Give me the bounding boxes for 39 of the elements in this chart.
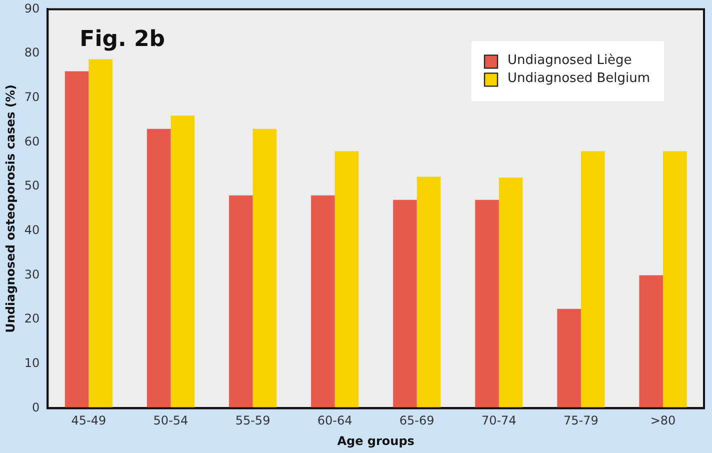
y-tick-label: 30 xyxy=(24,267,40,282)
bar xyxy=(475,200,499,408)
x-tick-label: 50-54 xyxy=(153,414,188,428)
y-tick-label: 0 xyxy=(32,400,40,414)
x-tick-label: 45-49 xyxy=(71,414,106,428)
y-tick-label: 60 xyxy=(24,134,40,148)
y-tick-label: 50 xyxy=(24,178,40,193)
y-tick-label: 90 xyxy=(24,1,40,16)
y-tick-label: 40 xyxy=(24,222,40,237)
bar xyxy=(146,128,171,408)
bar xyxy=(334,151,359,408)
bar xyxy=(662,151,687,408)
x-tick-label: 65-69 xyxy=(399,414,434,428)
bar xyxy=(252,128,277,408)
bar xyxy=(311,195,335,408)
legend-label: Undiagnosed Belgium xyxy=(508,71,650,86)
bar xyxy=(416,176,441,408)
bar xyxy=(228,195,253,408)
x-axis-title: Age groups xyxy=(337,434,414,448)
legend-label: Undiagnosed Liège xyxy=(508,53,632,68)
y-tick-label: 10 xyxy=(24,356,40,370)
bar xyxy=(580,151,605,408)
y-tick-label: 80 xyxy=(24,46,40,60)
bar xyxy=(498,178,523,408)
y-axis-title: Undiagnosed osteoporosis cases (%) xyxy=(3,84,18,333)
annotation: Fig. 2b xyxy=(80,26,166,52)
x-tick-label: 55-59 xyxy=(235,414,270,428)
x-tick-label: 75-79 xyxy=(564,414,598,428)
y-tick-label: 70 xyxy=(24,90,40,104)
bar xyxy=(170,116,195,408)
y-tick-label: 20 xyxy=(24,312,40,326)
x-tick-label: 60-64 xyxy=(317,414,352,428)
bar xyxy=(393,200,417,408)
bar xyxy=(88,59,112,408)
x-tick-label: 70-74 xyxy=(481,414,516,428)
bar xyxy=(557,308,581,408)
x-tick-label: >80 xyxy=(650,414,676,428)
bar xyxy=(639,275,663,408)
bar xyxy=(64,71,89,408)
